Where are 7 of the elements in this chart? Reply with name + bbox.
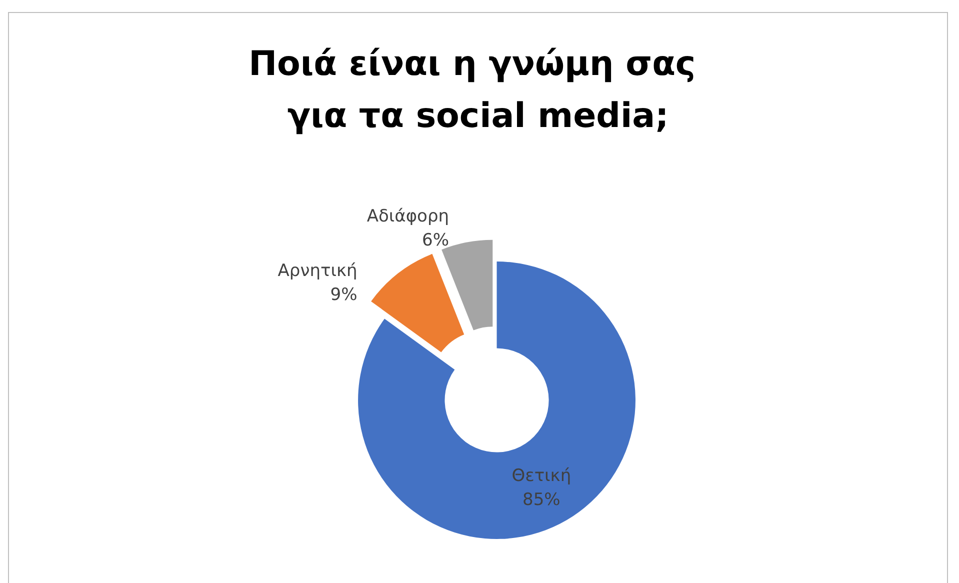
data-label: 9% xyxy=(330,284,358,305)
data-label: 6% xyxy=(422,230,450,251)
slice-label: Θετική xyxy=(512,466,572,486)
slice-label: Αδιάφορη xyxy=(366,206,450,227)
slice-label: Αρνητική xyxy=(278,260,358,281)
chart-title: Ποιά είναι η γνώμη σας για τα social media; xyxy=(248,44,708,136)
data-label: 85% xyxy=(522,490,560,510)
